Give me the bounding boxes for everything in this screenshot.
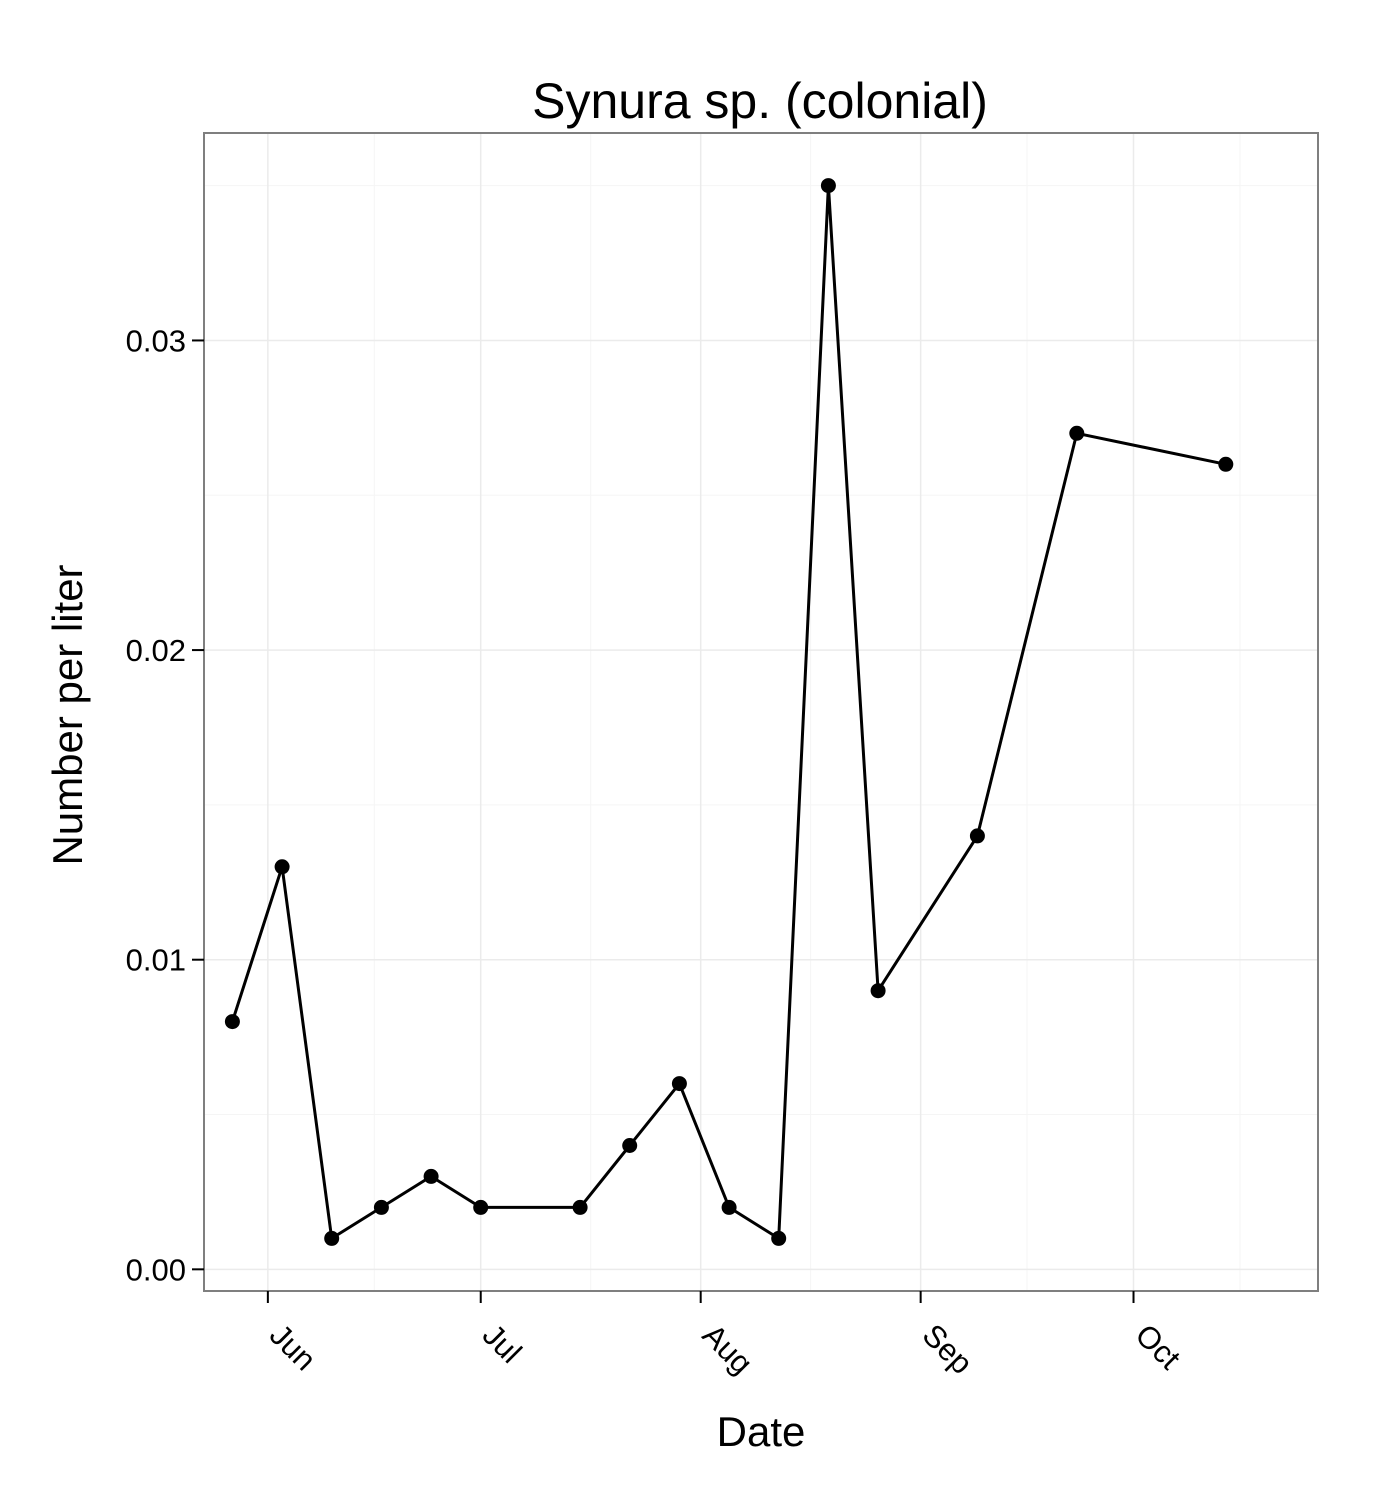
data-point (622, 1138, 638, 1153)
data-point (870, 983, 886, 999)
data-point (373, 1199, 389, 1215)
data-point (1069, 425, 1085, 441)
data-point (969, 828, 985, 844)
data-point (324, 1230, 340, 1246)
data-point (721, 1199, 737, 1215)
series-line (230, 184, 1227, 1240)
data-point (572, 1199, 588, 1215)
x-tick-label: Oct (1129, 1317, 1188, 1376)
minor-gridlines (204, 133, 1318, 1291)
x-tick-label: Jul (476, 1317, 529, 1370)
plot-panel-border (203, 132, 1319, 1292)
data-point (1218, 456, 1234, 472)
y-axis: 0.00 0.01 0.02 0.03 (126, 323, 204, 1287)
x-tick-label: Jun (263, 1317, 323, 1377)
y-tick-label: 0.02 (126, 633, 186, 668)
data-point (274, 859, 290, 875)
x-axis-title: Date (717, 1408, 806, 1455)
x-tick-label: Aug (696, 1317, 760, 1381)
data-point (671, 1076, 687, 1092)
data-point (473, 1199, 489, 1215)
y-tick-label: 0.00 (126, 1252, 186, 1287)
chart-title: Synura sp. (colonial) (532, 73, 988, 129)
data-point (820, 178, 836, 194)
y-tick-label: 0.01 (126, 943, 186, 978)
y-axis-title: Number per liter (44, 564, 91, 865)
data-point (423, 1168, 439, 1184)
y-tick-label: 0.03 (126, 323, 186, 358)
data-point (771, 1230, 787, 1246)
series-layer (224, 178, 1234, 1246)
data-point (224, 1014, 240, 1030)
x-tick-label: Sep (916, 1317, 980, 1381)
x-axis: Jun Jul Aug Sep Oct (263, 1291, 1188, 1381)
major-gridlines (204, 133, 1318, 1291)
